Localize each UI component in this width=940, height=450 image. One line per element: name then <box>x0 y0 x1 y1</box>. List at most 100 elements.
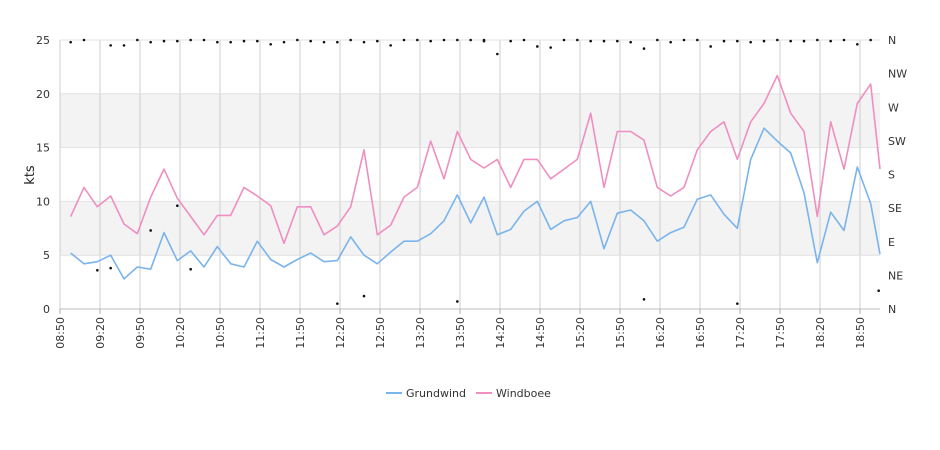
direction-point-68 <box>456 300 459 303</box>
direction-point-27 <box>442 38 446 42</box>
direction-point-8 <box>189 267 192 271</box>
direction-point-22 <box>376 39 379 43</box>
horizontal-gridlines <box>60 39 880 310</box>
direction-point-57 <box>842 38 846 42</box>
y-tick-3: 15 <box>36 142 50 155</box>
direction-point-4 <box>136 38 139 42</box>
direction-point-54 <box>802 39 806 43</box>
x-tick-20: 18:50 <box>854 317 867 349</box>
direction-point-65 <box>96 268 99 272</box>
direction-point-7 <box>176 204 179 208</box>
direction-point-3 <box>122 44 126 47</box>
y-axis-title: kts <box>23 165 38 185</box>
direction-tick-4: S <box>888 169 895 182</box>
direction-point-50 <box>749 40 752 44</box>
x-tick-2: 09:50 <box>134 317 147 349</box>
direction-point-10 <box>216 40 219 44</box>
direction-dots <box>69 38 880 305</box>
plot-band-0 <box>60 201 880 256</box>
direction-point-45 <box>682 38 686 42</box>
direction-point-13 <box>256 39 259 43</box>
direction-tick-6: W <box>888 101 899 114</box>
direction-point-34 <box>536 45 539 48</box>
x-tick-15: 16:20 <box>654 317 667 349</box>
y-tick-4: 20 <box>36 88 50 101</box>
x-tick-12: 14:50 <box>534 317 547 349</box>
x-tick-11: 14:20 <box>494 317 507 349</box>
direction-point-41 <box>629 40 632 44</box>
direction-point-60 <box>877 289 880 293</box>
direction-tick-5: SW <box>888 135 906 148</box>
direction-point-6 <box>162 39 166 43</box>
direction-point-26 <box>429 39 432 43</box>
direction-point-69 <box>482 39 486 43</box>
direction-point-14 <box>269 43 272 46</box>
plot-bands <box>60 93 880 256</box>
x-tick-5: 11:20 <box>254 317 267 349</box>
x-tick-18: 17:50 <box>774 317 787 349</box>
direction-point-21 <box>362 294 366 298</box>
y-axis-tick-labels: 0 5 10 15 20 25 <box>36 34 50 316</box>
x-tick-10: 13:50 <box>454 317 467 349</box>
direction-point-40 <box>616 39 619 43</box>
direction-point-15 <box>282 40 286 44</box>
direction-point-71 <box>736 39 739 43</box>
x-tick-14: 15:50 <box>614 317 627 349</box>
direction-point-25 <box>416 38 419 42</box>
direction-point-18 <box>322 40 326 44</box>
direction-tick-8: N <box>888 34 896 47</box>
legend[interactable]: Grundwind Windboee <box>386 387 551 400</box>
plot-band-1 <box>60 93 880 148</box>
x-axis-tick-labels: 08:50 09:20 09:50 10:20 10:50 11:20 11:50 12:20… <box>54 317 867 349</box>
x-tick-4: 10:50 <box>214 317 227 349</box>
x-tick-7: 12:20 <box>334 317 347 349</box>
direction-point-29 <box>469 38 472 42</box>
direction-point-56 <box>829 39 832 43</box>
direction-point-59 <box>869 38 872 42</box>
x-tick-13: 15:20 <box>574 317 587 349</box>
direction-point-44 <box>669 40 672 44</box>
x-tick-9: 13:20 <box>414 317 427 349</box>
x-tick-17: 17:20 <box>734 317 747 349</box>
direction-tick-0: N <box>888 303 896 316</box>
direction-tick-2: E <box>888 236 895 249</box>
series-line-grundwind <box>70 127 881 280</box>
direction-point-19 <box>336 302 339 305</box>
direction-point-61 <box>149 40 152 44</box>
direction-point-53 <box>789 39 792 43</box>
direction-point-20 <box>349 38 352 42</box>
direction-point-63 <box>189 38 192 42</box>
direction-point-31 <box>496 52 499 56</box>
direction-point-0 <box>69 40 72 44</box>
direction-point-9 <box>202 38 206 42</box>
direction-point-33 <box>522 38 526 42</box>
direction-point-42 <box>642 47 646 50</box>
direction-point-32 <box>509 39 512 43</box>
direction-point-24 <box>402 38 406 42</box>
series-lines <box>69 74 881 280</box>
direction-tick-7: NW <box>888 68 907 81</box>
direction-point-12 <box>242 39 246 43</box>
direction-point-5 <box>149 229 152 232</box>
direction-point-39 <box>602 39 606 43</box>
legend-label-windboee: Windboee <box>496 387 551 400</box>
x-tick-1: 09:20 <box>94 317 107 349</box>
vertical-gridlines <box>59 40 861 314</box>
y-tick-5: 25 <box>36 34 50 47</box>
x-tick-0: 08:50 <box>54 317 67 349</box>
direction-tick-3: SE <box>888 202 902 215</box>
series-line-windboee <box>69 74 881 245</box>
direction-point-70 <box>642 298 646 301</box>
direction-point-16 <box>296 38 299 42</box>
y-tick-0: 0 <box>43 303 50 316</box>
direction-point-2 <box>109 266 112 270</box>
direction-point-11 <box>229 40 232 44</box>
direction-point-35 <box>549 46 552 49</box>
direction-point-67 <box>362 40 366 44</box>
direction-point-28 <box>456 38 459 42</box>
y-tick-1: 5 <box>43 249 50 262</box>
direction-point-55 <box>816 38 819 42</box>
direction-point-64 <box>109 44 112 47</box>
right-axis-tick-labels: N NE E SE S SW W NW N <box>888 34 907 316</box>
